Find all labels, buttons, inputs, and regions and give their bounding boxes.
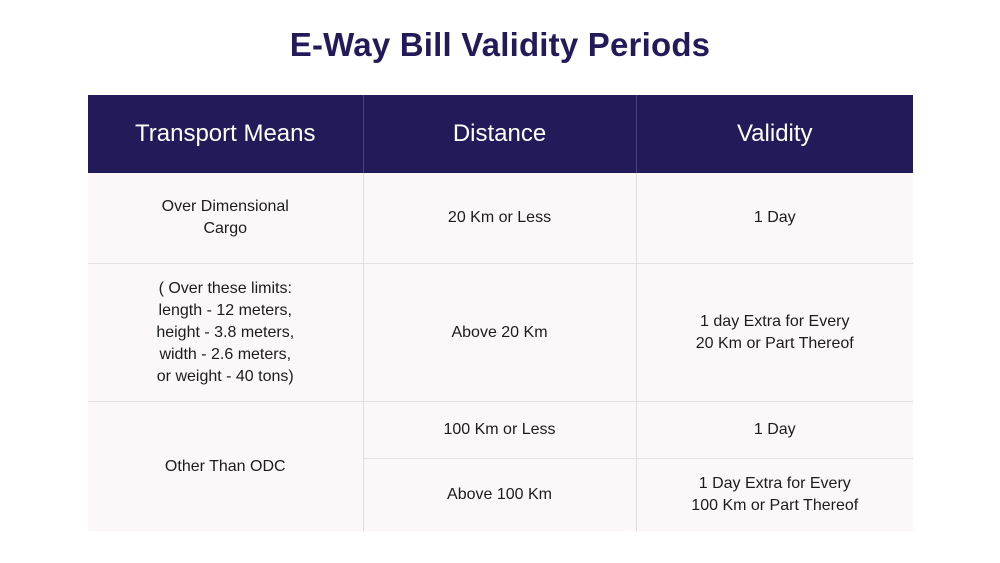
transport-text: Over Dimensional Cargo xyxy=(161,198,289,237)
distance-text: 100 Km or Less xyxy=(443,421,556,438)
validity-cell: 1 Day xyxy=(635,401,913,459)
validity-cell: 1 Day Extra for Every 100 Km or Part The… xyxy=(635,458,913,531)
validity-text: 1 Day Extra for Every 100 Km or Part The… xyxy=(691,475,859,514)
distance-cell: Above 20 Km xyxy=(362,263,636,402)
table-row: ( Over these limits: length - 12 meters,… xyxy=(88,263,913,402)
validity-text: 1 Day xyxy=(753,209,796,226)
table-header-row: Transport Means Distance Validity xyxy=(88,95,913,173)
header-transport-means: Transport Means xyxy=(88,95,363,173)
transport-cell: Other Than ODC xyxy=(88,401,363,531)
table-row: Over Dimensional Cargo 20 Km or Less 1 D… xyxy=(88,173,913,264)
header-validity: Validity xyxy=(635,95,913,173)
table-row: Above 100 Km 1 Day Extra for Every 100 K… xyxy=(88,458,913,531)
validity-table: Transport Means Distance Validity Over D… xyxy=(88,95,913,531)
transport-cell: ( Over these limits: length - 12 meters,… xyxy=(88,263,363,402)
page-title: E-Way Bill Validity Periods xyxy=(289,26,711,63)
distance-text: Above 20 Km xyxy=(451,323,548,341)
distance-cell: Above 100 Km xyxy=(362,458,636,531)
distance-cell: 20 Km or Less xyxy=(362,173,636,264)
validity-text: 1 day Extra for Every 20 Km or Part Ther… xyxy=(695,312,854,352)
validity-cell: 1 day Extra for Every 20 Km or Part Ther… xyxy=(635,263,913,402)
header-distance: Distance xyxy=(362,95,636,173)
transport-cell: Over Dimensional Cargo xyxy=(88,173,363,264)
transport-text: Other Than ODC xyxy=(164,457,286,475)
table-row: Other Than ODC 100 Km or Less 1 Day xyxy=(88,401,913,531)
transport-text: ( Over these limits: length - 12 meters,… xyxy=(156,279,295,385)
distance-cell: 100 Km or Less xyxy=(362,401,636,459)
validity-text: 1 Day xyxy=(753,421,796,438)
distance-text: 20 Km or Less xyxy=(447,209,552,226)
validity-cell: 1 Day xyxy=(635,173,913,264)
distance-text: Above 100 Km xyxy=(447,486,552,503)
